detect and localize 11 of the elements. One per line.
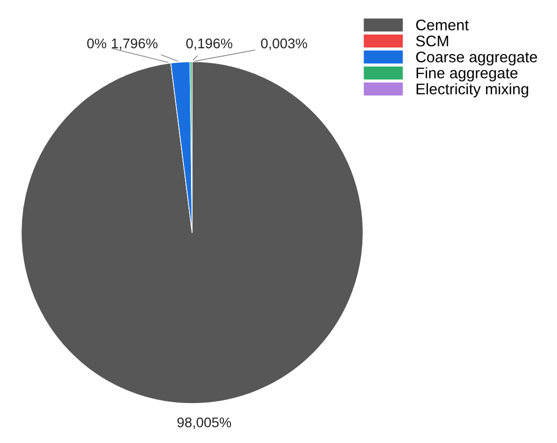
legend-label: Electricity mixing xyxy=(416,83,528,98)
legend-label: Cement xyxy=(416,20,469,30)
data-label: 0,003% xyxy=(261,38,308,50)
legend-label: SCM xyxy=(416,36,448,46)
legend-label: Coarse aggregate xyxy=(416,52,538,66)
data-label: 1,796% xyxy=(112,38,158,50)
legend-label: Fine aggregate xyxy=(416,67,518,82)
data-label: 0,196% xyxy=(186,38,232,50)
pie-slice xyxy=(20,61,364,404)
data-label: 98,005% xyxy=(177,417,232,429)
text: 0% xyxy=(87,38,106,48)
